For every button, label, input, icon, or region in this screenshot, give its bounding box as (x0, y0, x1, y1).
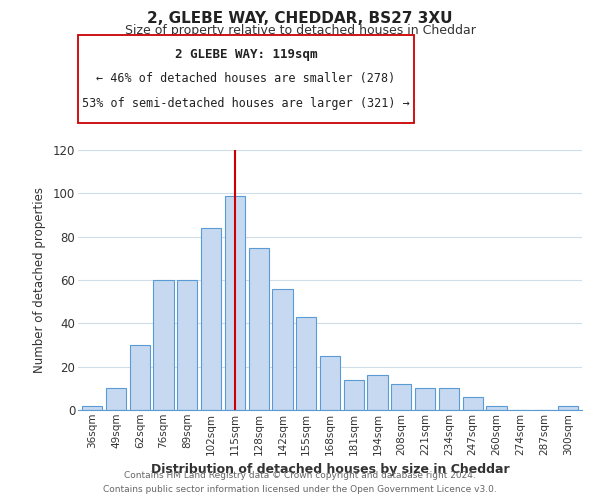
Bar (320, 356, 340, 410)
Bar (439, 388, 459, 410)
Bar (201, 228, 221, 410)
Bar (463, 397, 483, 410)
Bar (296, 317, 316, 410)
Text: ← 46% of detached houses are smaller (278): ← 46% of detached houses are smaller (27… (97, 72, 395, 85)
Text: Contains public sector information licensed under the Open Government Licence v3: Contains public sector information licen… (103, 484, 497, 494)
Text: 2, GLEBE WAY, CHEDDAR, BS27 3XU: 2, GLEBE WAY, CHEDDAR, BS27 3XU (147, 11, 453, 26)
Bar (154, 280, 173, 410)
Bar (272, 288, 293, 410)
Bar (248, 248, 269, 410)
Bar (82, 406, 103, 410)
Bar (177, 280, 197, 410)
Bar (391, 384, 412, 410)
Bar (225, 196, 245, 410)
Bar (106, 388, 126, 410)
Bar (367, 376, 388, 410)
X-axis label: Distribution of detached houses by size in Cheddar: Distribution of detached houses by size … (151, 463, 509, 476)
Text: Contains HM Land Registry data © Crown copyright and database right 2024.: Contains HM Land Registry data © Crown c… (124, 472, 476, 480)
Y-axis label: Number of detached properties: Number of detached properties (33, 187, 46, 373)
Text: 2 GLEBE WAY: 119sqm: 2 GLEBE WAY: 119sqm (175, 48, 317, 60)
Bar (130, 345, 150, 410)
Text: 53% of semi-detached houses are larger (321) →: 53% of semi-detached houses are larger (… (82, 97, 410, 110)
Bar (344, 380, 364, 410)
Bar (557, 406, 578, 410)
Text: Size of property relative to detached houses in Cheddar: Size of property relative to detached ho… (125, 24, 475, 37)
Bar (487, 406, 506, 410)
Bar (415, 388, 435, 410)
